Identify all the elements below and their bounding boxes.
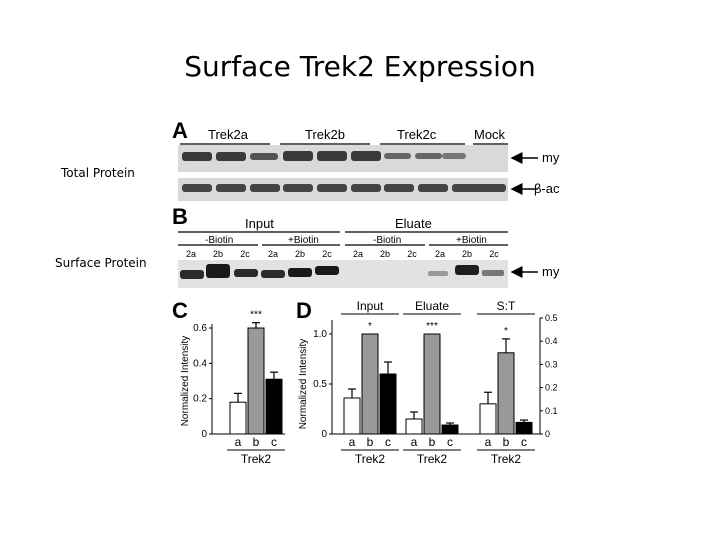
bar-input-a: [343, 397, 361, 435]
band-label-myc: myc: [542, 150, 560, 165]
lane-label: 2c: [407, 249, 417, 259]
y-tick-label-right: 0.4: [545, 336, 558, 346]
y-tick-label: 0.4: [193, 358, 207, 369]
panel-b-blot: [178, 260, 508, 288]
bar-c-a: [229, 401, 247, 435]
group-label-trek2b: Trek2b: [305, 127, 345, 142]
panel-a-actin-bands: [182, 184, 506, 192]
lane-label: 2a: [353, 249, 363, 259]
figure: A Trek2a Trek2b Trek2c Mock myc: [172, 118, 560, 466]
tick-label-c: c: [385, 435, 391, 449]
tick-label-a: a: [485, 435, 492, 449]
group-title-Eluate: Eluate: [415, 299, 449, 313]
panel-b-bands: [180, 264, 504, 279]
lane-label: 2a: [186, 249, 196, 259]
group-label-mock: Mock: [474, 127, 506, 142]
significance-label: *: [368, 321, 372, 332]
total-protein-label: Total Protein: [61, 166, 135, 180]
subsection-label: -Biotin: [373, 235, 401, 246]
tick-label-c: c: [447, 435, 453, 449]
panel-b-lines: [178, 231, 508, 246]
y-tick-label-right: 0.1: [545, 406, 558, 416]
significance-label: *: [504, 326, 508, 337]
y-tick-label: 0: [201, 429, 207, 440]
tick-label-b: b: [503, 435, 510, 449]
lane-label: 2b: [213, 249, 223, 259]
panel-a-myc-bands: [182, 151, 466, 161]
lane-label: 2c: [240, 249, 250, 259]
y-tick-label-right: 0.3: [545, 359, 558, 369]
section-label-input: Input: [245, 216, 274, 231]
slide-title: Surface Trek2 Expression: [184, 50, 536, 83]
group-title-S:T: S:T: [497, 299, 516, 313]
band-label-myc-b: myc: [542, 264, 560, 279]
y-tick-label: 0.6: [193, 323, 207, 334]
lane-label: 2c: [489, 249, 499, 259]
y-tick-label: 0: [321, 429, 327, 440]
bar-input-c: [379, 373, 397, 435]
tick-label-a: a: [349, 435, 356, 449]
bar-c-b: [247, 327, 265, 435]
panel-b-lanes: 2a 2b 2c 2a 2b 2c 2a 2b 2c 2a 2b 2c: [186, 249, 499, 259]
y-axis-label: Normalized Intensity: [298, 339, 309, 430]
xlabel: Trek2: [355, 452, 386, 466]
group-label-trek2c: Trek2c: [397, 127, 437, 142]
y-tick-label-right: 0.5: [545, 313, 558, 323]
panel-d-letter: D: [296, 298, 312, 323]
y-tick-label: 0.2: [193, 394, 207, 405]
bar-eluate-b: [423, 333, 441, 435]
xlabel: Trek2: [241, 452, 272, 466]
lane-label: 2b: [295, 249, 305, 259]
surface-protein-label: Surface Protein: [55, 256, 147, 270]
panel-a-letter: A: [172, 118, 188, 143]
significance-label: ***: [426, 321, 438, 332]
chart-d: 0 0.5 1.0 0 0.1 0.2 0.3 0.4 0.5 Normalized Intens…: [298, 299, 558, 466]
y-tick-label: 1.0: [313, 329, 327, 340]
section-label-eluate: Eluate: [395, 216, 432, 231]
group-label-trek2a: Trek2a: [208, 127, 249, 142]
y-tick-label-right: 0.2: [545, 383, 558, 393]
subsection-label: +Biotin: [288, 235, 319, 246]
tick-label-a: a: [411, 435, 418, 449]
band-label-actin: β-actin: [534, 181, 560, 196]
bar-eluate-a: [405, 418, 423, 435]
bar-s:t-b: [497, 352, 515, 435]
tick-label-b: b: [367, 435, 374, 449]
bar-input-b: [361, 333, 379, 435]
panel-b-letter: B: [172, 204, 188, 229]
subsection-label: +Biotin: [456, 235, 487, 246]
xlabel: Trek2: [491, 452, 522, 466]
subsection-label: -Biotin: [205, 235, 233, 246]
panel-a-group-labels: Trek2a Trek2b Trek2c Mock: [208, 127, 506, 142]
bar-s:t-a: [479, 403, 497, 435]
xlabel: Trek2: [417, 452, 448, 466]
group-title-Input: Input: [357, 299, 384, 313]
tick-label-c: c: [521, 435, 527, 449]
y-tick-label-right: 0: [545, 429, 550, 439]
tick-label-a: a: [235, 435, 242, 449]
lane-label: 2a: [268, 249, 278, 259]
lane-label: 2b: [380, 249, 390, 259]
y-axis-label: Normalized Intensity: [180, 336, 191, 427]
significance-label: ***: [250, 310, 262, 321]
tick-label-b: b: [429, 435, 436, 449]
lane-label: 2b: [462, 249, 472, 259]
panel-b-subsections: -Biotin +Biotin -Biotin +Biotin: [205, 235, 487, 246]
lane-label: 2c: [322, 249, 332, 259]
panel-c-letter: C: [172, 298, 188, 323]
y-tick-label: 0.5: [313, 379, 327, 390]
bar-s:t-c: [515, 421, 533, 435]
bar-c-c: [265, 378, 283, 435]
lane-label: 2a: [435, 249, 445, 259]
tick-label-c: c: [271, 435, 277, 449]
bar-eluate-c: [441, 424, 459, 435]
tick-label-b: b: [253, 435, 260, 449]
